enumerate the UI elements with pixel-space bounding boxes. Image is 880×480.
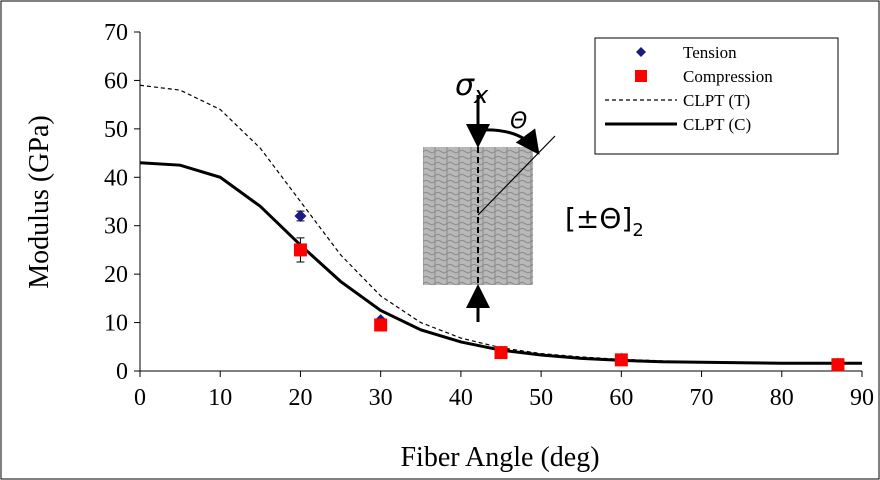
layup-subscript: 2 [632, 220, 643, 241]
legend-label: CLPT (C) [683, 115, 751, 134]
angle-arrow [479, 128, 540, 155]
point [293, 243, 307, 257]
legend-label: CLPT (T) [683, 91, 750, 110]
x-tick-label: 60 [609, 385, 633, 411]
angle-label: Θ [510, 109, 527, 134]
legend-swatch [635, 70, 647, 82]
legend-swatch [636, 47, 646, 57]
x-tick-label: 20 [288, 385, 312, 411]
x-tick-label: 70 [690, 385, 714, 411]
x-tick-label: 0 [134, 385, 146, 411]
y-tick-label: 10 [104, 311, 128, 337]
y-tick-label: 60 [104, 68, 128, 94]
x-tick-label: 90 [850, 385, 874, 411]
legend-label: Tension [683, 43, 737, 62]
y-tick-label: 40 [104, 165, 128, 191]
x-tick-label: 30 [369, 385, 393, 411]
y-axis-label: Modulus (GPa) [24, 115, 55, 288]
fiber-line [477, 135, 556, 216]
y-tick-label: 30 [104, 214, 128, 240]
layup-label: [±Θ]2 [565, 202, 644, 241]
stress-symbol: σ [455, 68, 475, 103]
x-tick-label: 40 [449, 385, 473, 411]
y-tick-label: 20 [104, 262, 128, 288]
layup-text: [±Θ] [565, 202, 632, 235]
point [614, 353, 628, 367]
stress-subscript: x [473, 81, 489, 109]
legend-box [594, 37, 839, 155]
specimen-figure: σx Θ [±Θ]2 [423, 68, 644, 322]
legend: Tension Compression CLPT (T) CLPT (C) [594, 37, 839, 155]
x-tick-label: 10 [208, 385, 232, 411]
point [494, 346, 508, 360]
y-tick-label: 70 [104, 20, 128, 46]
y-tick-label: 50 [104, 117, 128, 143]
point [294, 210, 307, 223]
x-tick-label: 50 [529, 385, 553, 411]
x-tick-label: 80 [770, 385, 794, 411]
x-axis-label: Fiber Angle (deg) [400, 442, 599, 473]
point [374, 318, 388, 332]
stress-label: σx [455, 68, 489, 109]
legend-label: Compression [683, 67, 773, 86]
point [831, 358, 845, 372]
y-tick-label: 0 [116, 359, 128, 385]
